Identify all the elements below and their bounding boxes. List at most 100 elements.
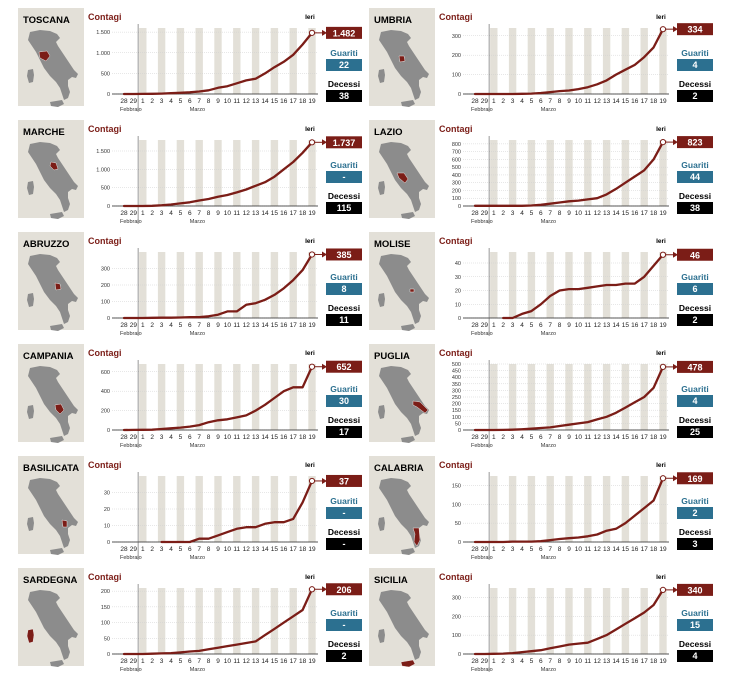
y-tick-label: 100 [452,196,461,202]
day-stripe [508,588,517,654]
day-stripe [251,252,260,318]
x-tick-label: 15 [622,98,630,105]
italy-mainland-shape [28,254,78,324]
ieri-label: Ieri [305,14,315,21]
x-tick-label: 3 [160,658,164,665]
x-tick-label: 13 [252,434,260,441]
last-point-marker [659,138,667,146]
x-tick-label: 14 [261,434,269,441]
contagi-label: Contagi [439,460,473,470]
day-stripe [214,28,222,94]
ieri-label: Ieri [656,574,666,581]
decessi-value: 38 [690,203,700,213]
x-tick-label: 12 [243,658,251,665]
x-tick-label: 11 [584,546,591,553]
decessi-value-box [677,90,713,102]
x-tick-label: 19 [308,434,316,441]
y-tick-label: 300 [452,34,461,40]
day-stripe [490,476,498,542]
guariti-value-box [677,507,713,519]
month-label-febbraio: Febbraio [120,667,142,672]
x-tick-label: 29 [481,546,489,553]
guariti-value: 22 [339,60,349,70]
arrow-head [322,29,327,36]
guariti-label: Guariti [681,384,708,394]
contagi-value-box [326,248,362,261]
x-tick-label: 11 [233,210,240,217]
x-tick-label: 9 [567,98,571,105]
highlighted-region-shape [396,172,409,184]
contagi-label: Contagi [88,124,122,134]
contagi-value: 478 [687,362,702,372]
y-tick-label: 0 [107,92,110,98]
x-tick-label: 19 [308,322,316,329]
guariti-value-box [677,59,713,71]
y-tick-label: 200 [452,53,461,59]
x-tick-label: 12 [594,210,602,217]
sicily-shape [50,548,64,555]
decessi-value-box [326,538,362,550]
contagi-value-box [677,23,713,36]
y-tick-label: 100 [452,415,461,421]
arrow-head [322,586,327,593]
guariti-value: 4 [692,60,697,70]
decessi-label: Decessi [679,415,711,425]
day-stripe [621,140,630,206]
x-tick-label: 3 [511,98,515,105]
day-stripe [659,364,667,430]
x-tick-label: 7 [197,322,201,329]
x-tick-label: 15 [271,434,279,441]
y-tick-label: 0 [107,540,110,546]
x-tick-label: 15 [622,434,630,441]
contagi-label: Contagi [88,460,122,470]
day-stripe [584,476,592,542]
x-tick-label: 6 [188,546,192,553]
decessi-label: Decessi [328,415,360,425]
decessi-label: Decessi [679,191,711,201]
x-tick-label: 18 [650,658,658,665]
y-tick-label: 50 [455,421,461,427]
x-tick-label: 29 [130,322,138,329]
day-stripe [270,140,279,206]
x-tick-label: 15 [622,658,630,665]
decessi-label: Decessi [679,527,711,537]
day-stripe [139,140,147,206]
sardinia-shape [27,293,34,307]
region-name: PUGLIA [374,351,410,362]
day-stripe [546,364,554,430]
x-tick-label: 11 [233,434,240,441]
contagi-value: 1.482 [333,28,356,38]
ieri-label: Ieri [656,350,666,357]
y-tick-label: 0 [107,652,110,658]
decessi-value: 2 [692,315,697,325]
last-point-marker [308,586,316,593]
x-tick-label: 17 [641,322,649,329]
day-stripe [565,28,573,94]
x-tick-label: 8 [207,322,211,329]
x-tick-label: 5 [530,658,534,665]
x-tick-label: 7 [548,210,552,217]
sicily-shape [50,212,64,219]
x-tick-label: 13 [603,210,611,217]
x-tick-label: 14 [261,658,269,665]
x-tick-label: 1 [141,546,145,553]
highlighted-region-shape [54,403,65,415]
x-tick-label: 8 [558,546,562,553]
x-tick-label: 6 [188,210,192,217]
x-tick-label: 11 [584,658,591,665]
x-tick-label: 14 [612,98,620,105]
x-tick-label: 19 [659,210,667,217]
italy-mainland-shape [379,30,429,100]
month-label-marzo: Marzo [190,667,205,672]
day-stripe [176,140,185,206]
italy-mainland-shape [28,366,78,436]
guariti-value: 6 [692,284,697,294]
day-stripe [508,28,517,94]
y-tick-label: 150 [452,483,461,489]
highlighted-region-shape [26,628,35,644]
y-tick-label: 0 [458,204,461,210]
x-tick-label: 6 [188,322,192,329]
